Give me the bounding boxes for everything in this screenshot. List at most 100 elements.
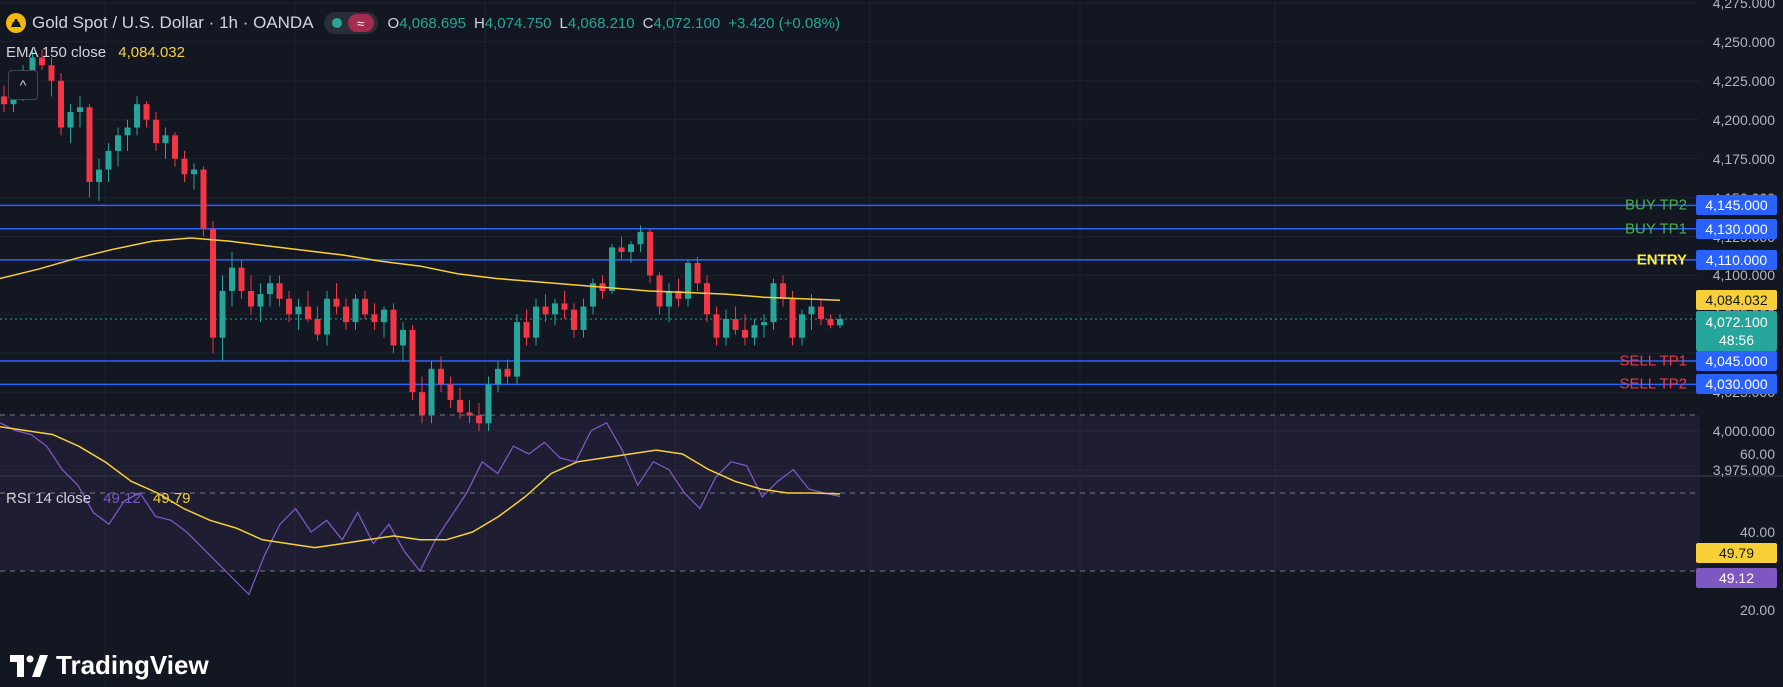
candle-body bbox=[343, 306, 349, 323]
level-label-buy-tp2: BUY TP2 bbox=[1625, 196, 1687, 214]
candle-body bbox=[552, 303, 558, 315]
candle bbox=[343, 298, 349, 330]
candle-body bbox=[514, 322, 520, 377]
ema-name: EMA 150 close bbox=[6, 44, 107, 61]
symbol-title[interactable]: Gold Spot / U.S. Dollar · 1h · OANDA bbox=[32, 13, 314, 32]
candle-body bbox=[67, 111, 74, 128]
candle bbox=[656, 272, 663, 315]
candle bbox=[314, 306, 321, 341]
candle-body bbox=[115, 135, 121, 151]
candle bbox=[495, 361, 501, 393]
candle bbox=[324, 290, 330, 346]
candle-body bbox=[523, 322, 530, 338]
candle bbox=[685, 259, 691, 307]
rsi-band-lines bbox=[0, 414, 1700, 572]
candle-body bbox=[647, 231, 653, 276]
candle-body bbox=[286, 298, 292, 315]
market-status-pill[interactable]: ≈ bbox=[323, 12, 378, 34]
candle bbox=[561, 290, 568, 320]
candle bbox=[523, 309, 530, 346]
candle-body bbox=[400, 329, 406, 346]
price-change: +3.420 (+0.08%) bbox=[728, 14, 840, 32]
candle-body bbox=[808, 306, 815, 315]
candle-body bbox=[124, 127, 131, 136]
candle bbox=[571, 303, 577, 338]
candle-body bbox=[276, 283, 283, 299]
candle-body bbox=[751, 325, 758, 338]
ohlc-high: H4,074.750 bbox=[473, 14, 552, 32]
tradingview-logo[interactable]: TradingView bbox=[10, 650, 209, 681]
wave-icon[interactable]: ≈ bbox=[347, 14, 374, 32]
candle-body bbox=[438, 368, 444, 385]
candle bbox=[533, 298, 539, 346]
candle-body bbox=[485, 384, 492, 424]
rsi-ma-tag: 49.79 bbox=[1696, 543, 1777, 563]
candle bbox=[704, 275, 710, 323]
candle-body bbox=[837, 319, 843, 326]
ema-legend[interactable]: EMA 150 close 4,084.032 bbox=[6, 44, 185, 61]
candle bbox=[409, 325, 416, 400]
candle-body bbox=[447, 384, 454, 400]
chevron-up-icon: ^ bbox=[19, 77, 27, 93]
candle bbox=[580, 298, 587, 338]
rsi-legend[interactable]: RSI 14 close 49.12 49.79 bbox=[6, 490, 190, 507]
candle bbox=[86, 104, 93, 198]
level-price-tag: 4,030.000 bbox=[1696, 374, 1777, 395]
candle bbox=[371, 303, 378, 330]
bar-countdown: 48:56 bbox=[1718, 332, 1755, 348]
candle bbox=[257, 283, 264, 323]
candle-body bbox=[162, 135, 169, 144]
candle bbox=[694, 256, 701, 291]
candle bbox=[143, 101, 150, 128]
candle-body bbox=[827, 319, 834, 326]
candle bbox=[172, 132, 178, 167]
ohlc-low: L4,068.210 bbox=[559, 14, 635, 32]
candle bbox=[229, 252, 235, 307]
candle bbox=[200, 166, 207, 237]
candle bbox=[96, 158, 102, 201]
level-label-sell-tp1: SELL TP1 bbox=[1619, 352, 1687, 370]
candle-body bbox=[295, 306, 302, 315]
candle-body bbox=[761, 322, 767, 326]
rsi-value: 49.12 bbox=[103, 490, 141, 507]
rsi-ma-value: 49.79 bbox=[152, 490, 191, 507]
candle-body bbox=[609, 247, 615, 291]
rsi-line bbox=[0, 421, 841, 596]
candle bbox=[476, 403, 482, 432]
candle bbox=[780, 275, 786, 307]
price-axis-tick: 4,225.000 bbox=[1712, 72, 1775, 89]
candle-body bbox=[191, 169, 197, 175]
level-lines bbox=[0, 204, 1700, 386]
candle-body bbox=[267, 283, 273, 295]
candle-body bbox=[685, 262, 691, 299]
candles[interactable] bbox=[1, 49, 843, 432]
candle bbox=[770, 278, 777, 330]
candle bbox=[77, 96, 83, 128]
candle bbox=[732, 306, 739, 335]
candle bbox=[248, 275, 254, 315]
candle bbox=[191, 163, 197, 190]
candle-body bbox=[495, 368, 501, 385]
candle-body bbox=[77, 107, 83, 112]
candle-body bbox=[770, 283, 777, 323]
ema-price-tag: 4,084.032 bbox=[1696, 290, 1777, 310]
ohlc-open: O4,068.695 bbox=[387, 14, 466, 32]
candle bbox=[514, 314, 520, 385]
candle-body bbox=[713, 314, 720, 338]
symbol-legend: Gold Spot / U.S. Dollar · 1h · OANDA ≈ O… bbox=[6, 11, 840, 35]
candle-body bbox=[799, 314, 805, 338]
candle-body bbox=[324, 298, 330, 335]
collapse-legend-button[interactable]: ^ bbox=[8, 70, 38, 100]
candle-body bbox=[742, 329, 748, 338]
candle bbox=[504, 359, 511, 385]
candle bbox=[67, 104, 74, 144]
candle bbox=[219, 275, 226, 362]
candle bbox=[153, 111, 159, 151]
candle bbox=[305, 290, 311, 323]
candle-body bbox=[86, 107, 93, 183]
level-price-tag: 4,145.000 bbox=[1696, 195, 1777, 216]
candle bbox=[48, 57, 55, 97]
candle-body bbox=[371, 314, 378, 323]
candle bbox=[761, 314, 767, 338]
